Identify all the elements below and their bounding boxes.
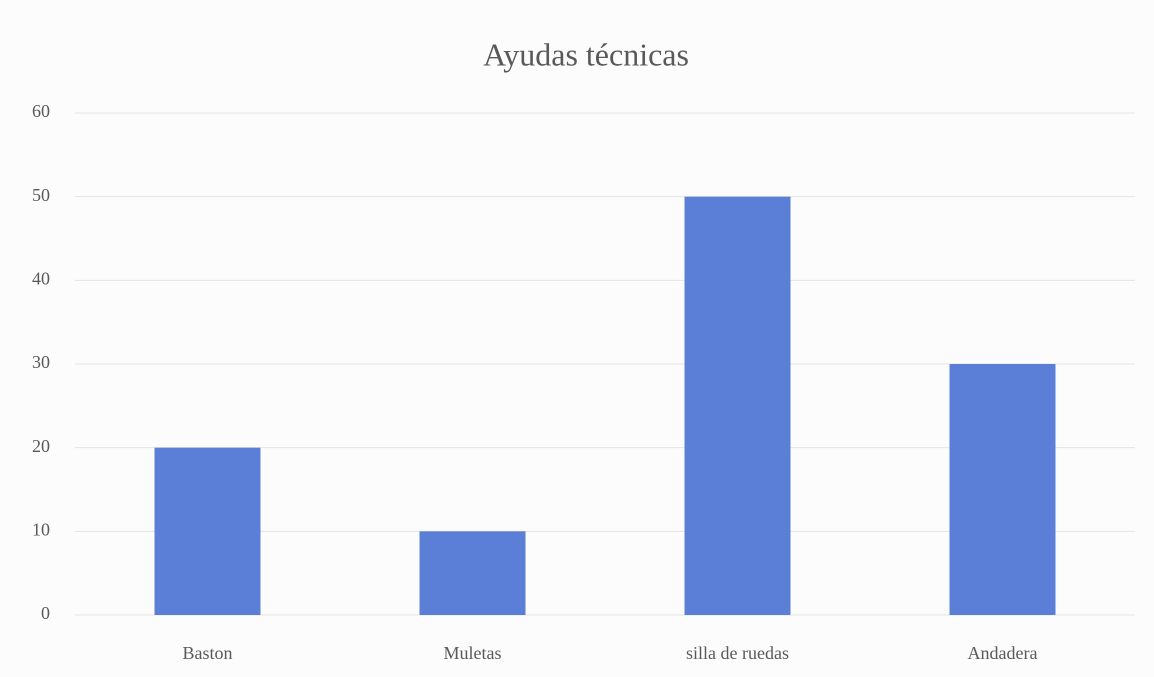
bar xyxy=(684,196,791,615)
y-tick-label: 30 xyxy=(32,352,50,372)
bar xyxy=(154,447,261,615)
y-tick-label: 50 xyxy=(32,185,50,205)
y-tick-label: 20 xyxy=(32,436,50,456)
bar xyxy=(419,531,526,615)
y-tick-label: 0 xyxy=(41,603,50,623)
y-tick-label: 10 xyxy=(32,519,50,539)
x-tick-label: silla de ruedas xyxy=(686,643,789,663)
chart-title: Ayudas técnicas xyxy=(483,36,689,72)
y-tick-label: 40 xyxy=(32,268,50,288)
x-tick-label: Andadera xyxy=(968,643,1038,663)
x-tick-label: Baston xyxy=(182,643,232,663)
y-tick-label: 60 xyxy=(32,101,50,121)
bar xyxy=(949,364,1056,615)
x-tick-label: Muletas xyxy=(444,643,502,663)
